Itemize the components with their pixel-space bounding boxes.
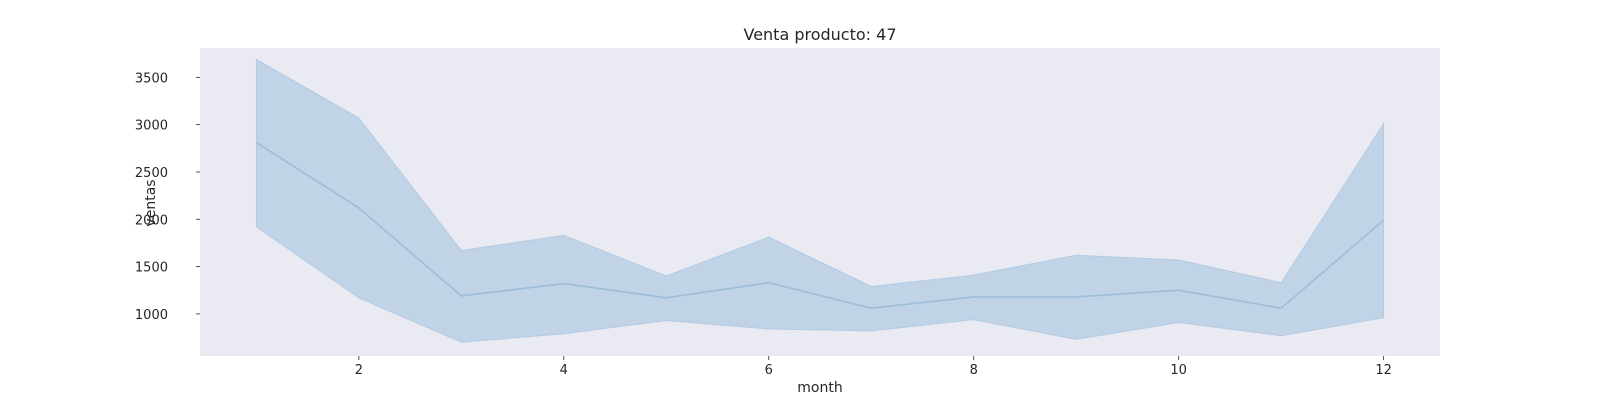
y-tick-label: 2000	[135, 213, 168, 228]
x-tick-label: 12	[1375, 363, 1392, 378]
y-tick-label: 1000	[135, 308, 168, 323]
x-tick-label: 8	[970, 363, 978, 378]
x-tick-label: 6	[765, 363, 773, 378]
y-tick-label: 1500	[135, 261, 168, 276]
y-tick-label: 3500	[135, 71, 168, 86]
y-axis-label: ventas	[143, 179, 159, 226]
chart-title: Venta producto: 47	[743, 25, 896, 44]
x-axis-label: month	[797, 380, 842, 396]
y-tick-label: 3000	[135, 119, 168, 134]
series-line	[255, 141, 1385, 310]
y-tick-label: 2500	[135, 166, 168, 181]
x-tick-label: 4	[560, 363, 568, 378]
confidence-band	[255, 58, 1385, 343]
x-tick-label: 2	[355, 363, 363, 378]
x-tick-label: 10	[1170, 363, 1187, 378]
